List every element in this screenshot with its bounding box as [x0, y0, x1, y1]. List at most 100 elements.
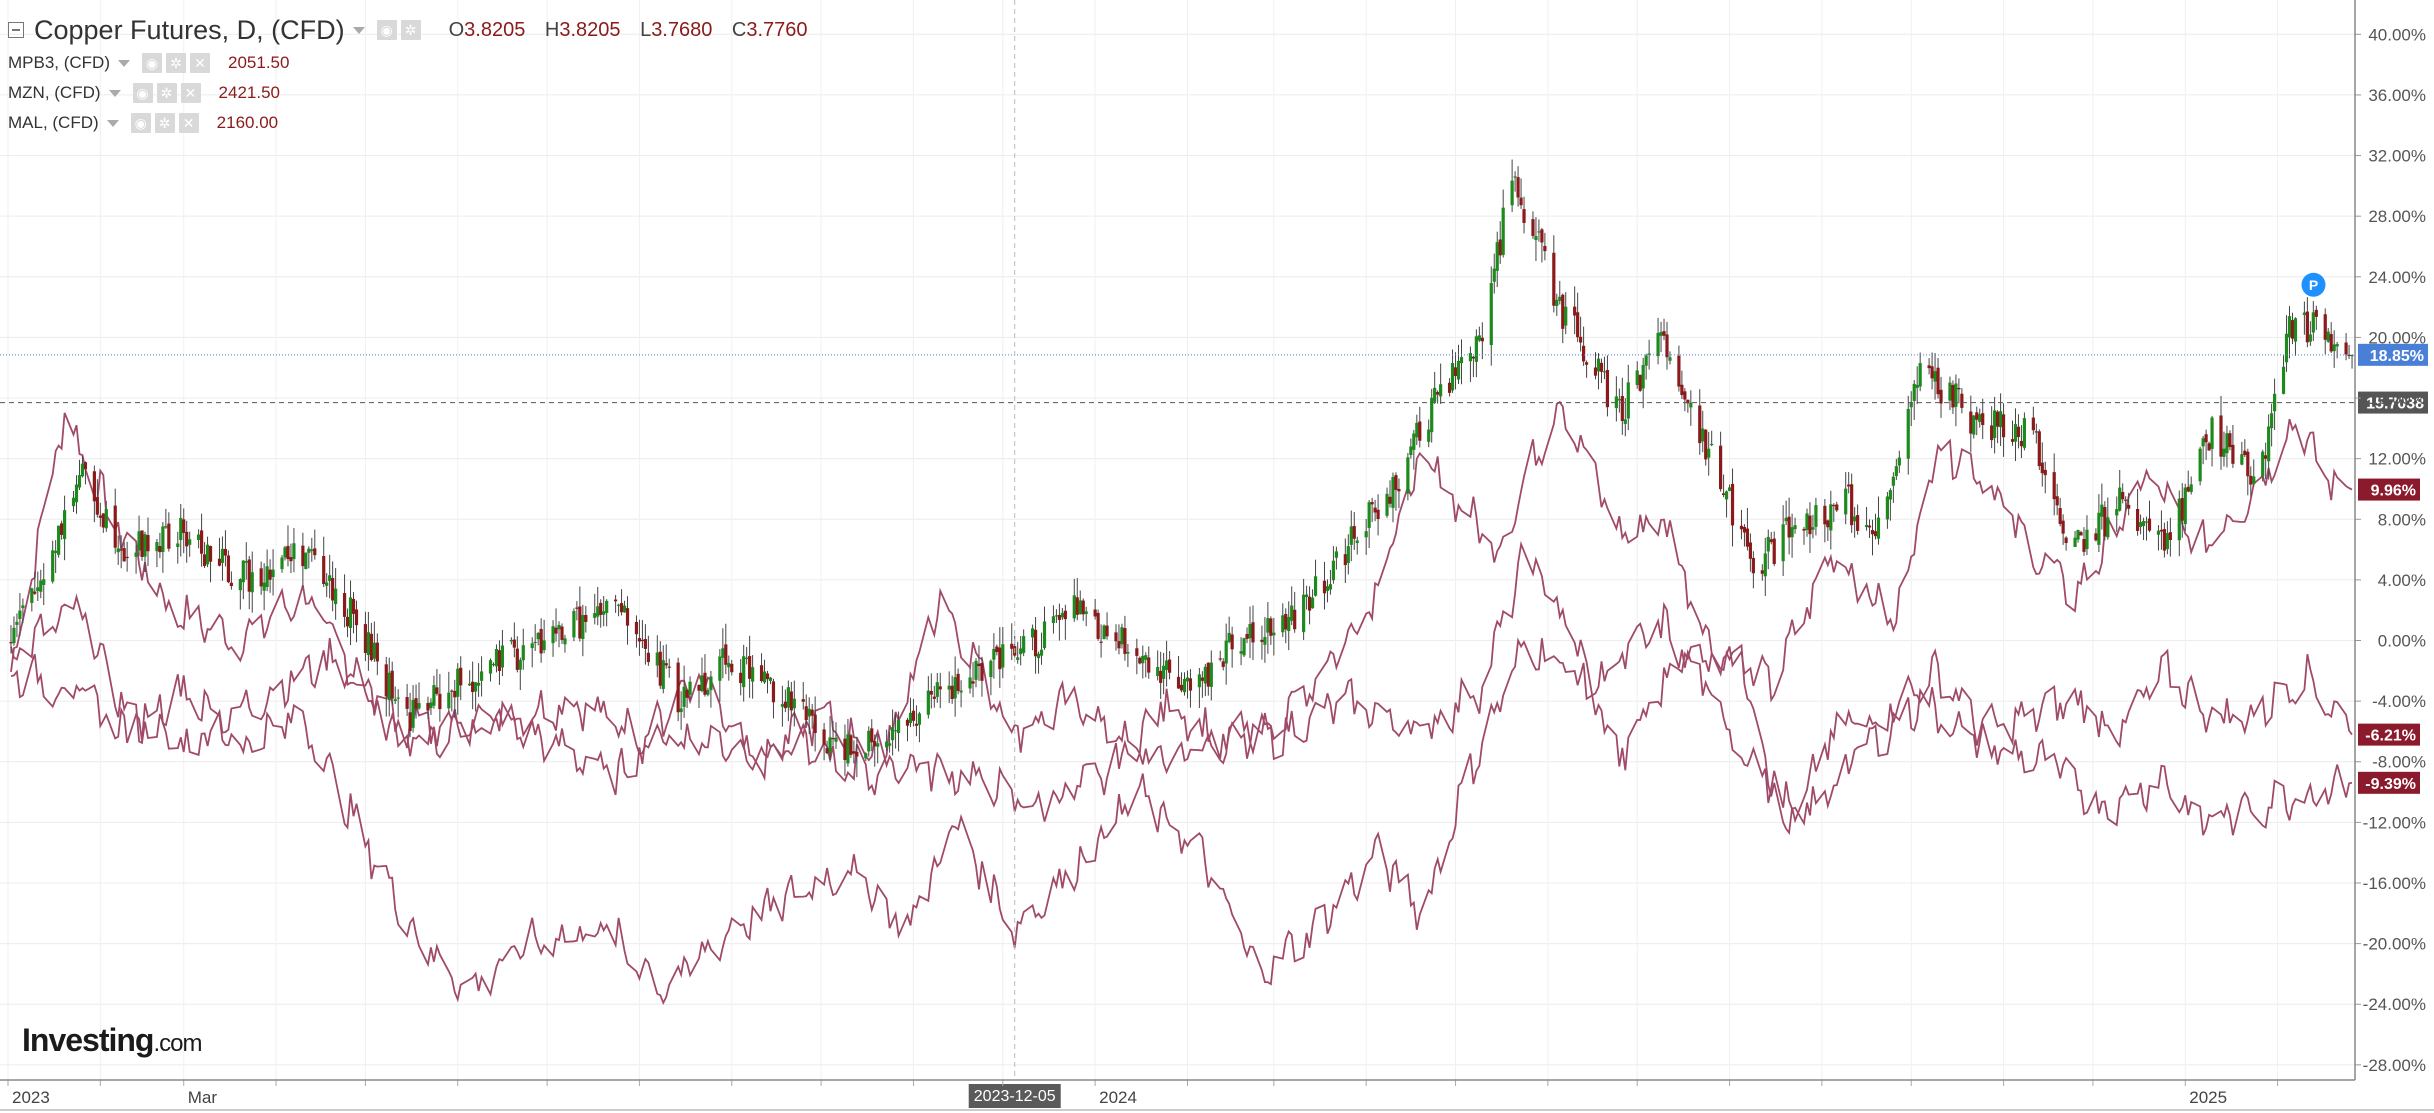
candle-body — [938, 686, 942, 690]
candle-body — [1307, 596, 1312, 611]
candle-body — [2124, 499, 2128, 501]
main-series-name[interactable]: Copper Futures, D, (CFD) — [34, 14, 345, 45]
candle-body — [2231, 444, 2235, 464]
candle-body — [74, 484, 79, 503]
candle-body — [727, 663, 731, 668]
chevron-down-icon[interactable] — [352, 26, 365, 34]
candle-body — [271, 569, 275, 577]
candle-body — [1867, 525, 1872, 528]
close-icon[interactable]: ✕ — [190, 53, 210, 73]
candle-body — [1686, 399, 1690, 404]
eye-icon[interactable]: ◉ — [142, 53, 162, 73]
candle-body — [926, 690, 930, 715]
candle-body — [640, 639, 645, 642]
candle-body — [1876, 517, 1881, 539]
chevron-down-icon[interactable] — [106, 119, 119, 127]
series-name[interactable]: MPB3, (CFD) — [8, 53, 110, 72]
candle-body — [804, 706, 808, 721]
candle-body — [292, 543, 296, 560]
candle-body — [39, 580, 43, 592]
candle-body — [1784, 517, 1788, 522]
candle-body — [1206, 662, 1210, 687]
candle-body — [739, 672, 743, 684]
candle-body — [682, 686, 686, 707]
candle-body — [1870, 530, 1875, 535]
candle-body — [1075, 597, 1079, 615]
candle-body — [247, 559, 251, 592]
candle-body — [1969, 411, 1973, 434]
candle-body — [1477, 335, 1481, 341]
candle-body — [304, 552, 308, 570]
candle-body — [1468, 353, 1473, 362]
candle-body — [1051, 616, 1056, 624]
candle-body — [51, 550, 55, 582]
candle-body — [843, 738, 847, 761]
chevron-down-icon[interactable] — [108, 89, 121, 97]
gear-icon[interactable]: ✲ — [156, 83, 177, 103]
candle-body — [679, 708, 683, 713]
candle-body — [1748, 542, 1752, 559]
candle-body — [721, 648, 725, 658]
candle-body — [789, 691, 793, 711]
candle-body — [1635, 370, 1639, 386]
chevron-down-icon[interactable] — [118, 59, 130, 67]
logo-brand: Investing — [22, 1022, 154, 1058]
gear-icon[interactable]: ✲ — [154, 113, 175, 133]
candle-body — [2061, 520, 2065, 534]
candle-body — [351, 598, 356, 614]
candle-body — [1099, 641, 1103, 643]
eye-icon[interactable]: ◉ — [132, 83, 153, 103]
candle-body — [1805, 513, 1809, 531]
series-name[interactable]: MAL, (CFD) — [8, 113, 99, 132]
candle-body — [1766, 536, 1770, 552]
candle-body — [1287, 616, 1291, 632]
candle-body — [1364, 531, 1368, 538]
candle-body — [664, 663, 668, 666]
candle-body — [2135, 508, 2140, 531]
candle-body — [1376, 509, 1380, 519]
candle-body — [497, 650, 502, 671]
close-icon[interactable]: ✕ — [178, 113, 199, 133]
candle-body — [539, 628, 543, 654]
candle-body — [488, 660, 493, 674]
candle-body — [1790, 527, 1794, 538]
series-end-badge-label: -9.39% — [2365, 776, 2416, 793]
candle-body — [1519, 197, 1523, 206]
candle-body — [959, 690, 963, 693]
candle-body — [1355, 540, 1359, 544]
candle-body — [1561, 294, 1565, 329]
eye-icon[interactable]: ◉ — [130, 113, 151, 133]
close-icon[interactable]: ✕ — [180, 83, 201, 103]
eye-icon[interactable]: ◉ — [376, 20, 397, 40]
candle-body — [268, 569, 272, 580]
gear-icon[interactable]: ✲ — [400, 20, 421, 40]
candle-body — [1388, 496, 1392, 504]
candle-body — [1832, 504, 1836, 507]
candle-body — [1844, 488, 1848, 515]
candle-body — [1447, 382, 1452, 393]
candle-body — [1826, 520, 1830, 528]
y-tick-label: 12.00% — [2368, 450, 2426, 469]
candle-body — [917, 713, 922, 725]
candle-body — [602, 611, 606, 615]
candle-body — [1159, 670, 1163, 683]
candle-body — [2189, 484, 2193, 493]
candle-body — [914, 723, 919, 726]
candle-body — [709, 676, 713, 691]
candle-body — [456, 668, 460, 697]
collapse-icon[interactable] — [8, 22, 24, 38]
candle-body — [1689, 402, 1693, 408]
candle-body — [161, 526, 165, 552]
candle-body — [1135, 648, 1139, 656]
gear-icon[interactable]: ✲ — [166, 53, 186, 73]
candle-body — [2079, 532, 2083, 536]
series-name[interactable]: MZN, (CFD) — [8, 83, 101, 102]
candle-body — [432, 685, 436, 706]
candle-body — [1176, 676, 1181, 689]
candle-body — [1370, 502, 1374, 505]
candle-body — [1179, 684, 1184, 691]
candle-body — [1972, 415, 1976, 435]
candle-body — [1397, 488, 1401, 492]
candle-body — [1251, 622, 1255, 643]
